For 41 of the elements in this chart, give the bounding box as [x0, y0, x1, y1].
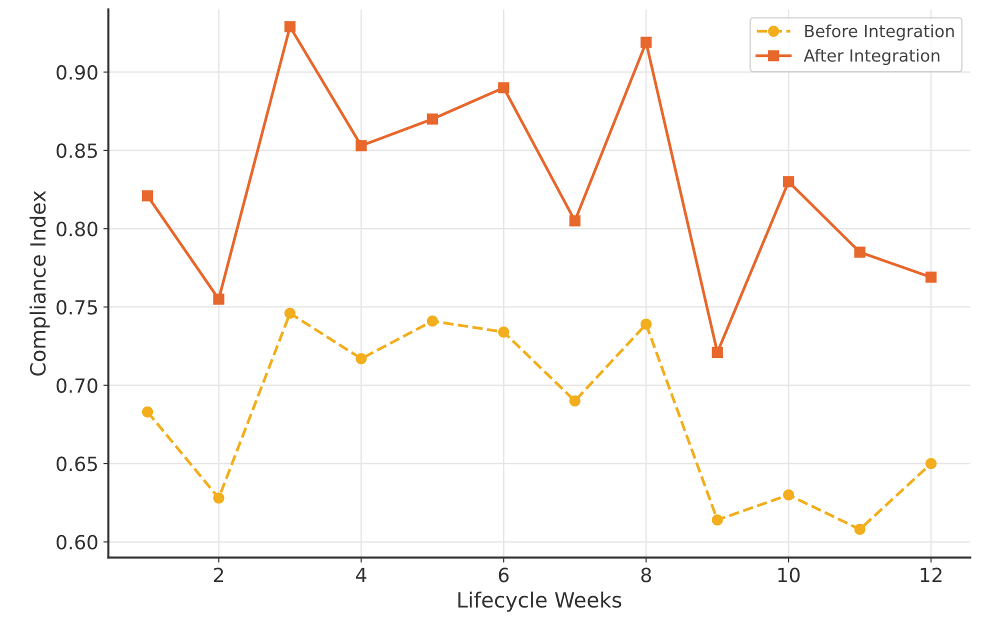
- y-tick-label: 0.60: [56, 534, 98, 550]
- point: [213, 294, 224, 305]
- point: [854, 246, 866, 258]
- point: [925, 458, 937, 470]
- point: [640, 36, 652, 48]
- y-tick-label: 0.70: [56, 378, 98, 393]
- point: [498, 82, 510, 94]
- point: [213, 492, 224, 504]
- point: [426, 114, 438, 125]
- point: [284, 308, 296, 319]
- point: [356, 353, 367, 364]
- x-tick-label: 2: [214, 568, 223, 582]
- y-tick-label: 0.85: [56, 143, 97, 158]
- point: [142, 406, 154, 418]
- legend-label: Before Integration: [805, 24, 954, 41]
- point: [284, 21, 296, 32]
- x-tick-label: 8: [641, 568, 651, 582]
- point: [783, 489, 794, 500]
- point: [356, 140, 367, 152]
- y-tick-label: 0.65: [56, 456, 97, 472]
- point: [925, 272, 937, 283]
- point: [712, 514, 723, 526]
- x-tick-label: 4: [356, 568, 366, 582]
- x-tick-label: 10: [778, 568, 800, 582]
- legend-label: After Integration: [804, 48, 940, 66]
- y-tick-label: 0.80: [56, 222, 98, 236]
- point: [569, 395, 580, 407]
- x-tick-label: 6: [498, 568, 509, 582]
- point: [498, 326, 510, 338]
- point: [783, 176, 794, 188]
- point: [426, 316, 438, 327]
- point: [854, 524, 866, 535]
- point: [569, 215, 580, 226]
- y-tick-label: 0.90: [56, 65, 98, 80]
- x-axis-title: Lifecycle Weeks: [458, 592, 622, 612]
- point: [712, 346, 723, 358]
- point: [142, 190, 154, 202]
- point: [640, 318, 652, 330]
- y-tick-label: 0.75: [56, 300, 97, 315]
- x-tick-label: 12: [920, 568, 942, 582]
- y-axis-title: Compliance Index: [30, 190, 50, 376]
